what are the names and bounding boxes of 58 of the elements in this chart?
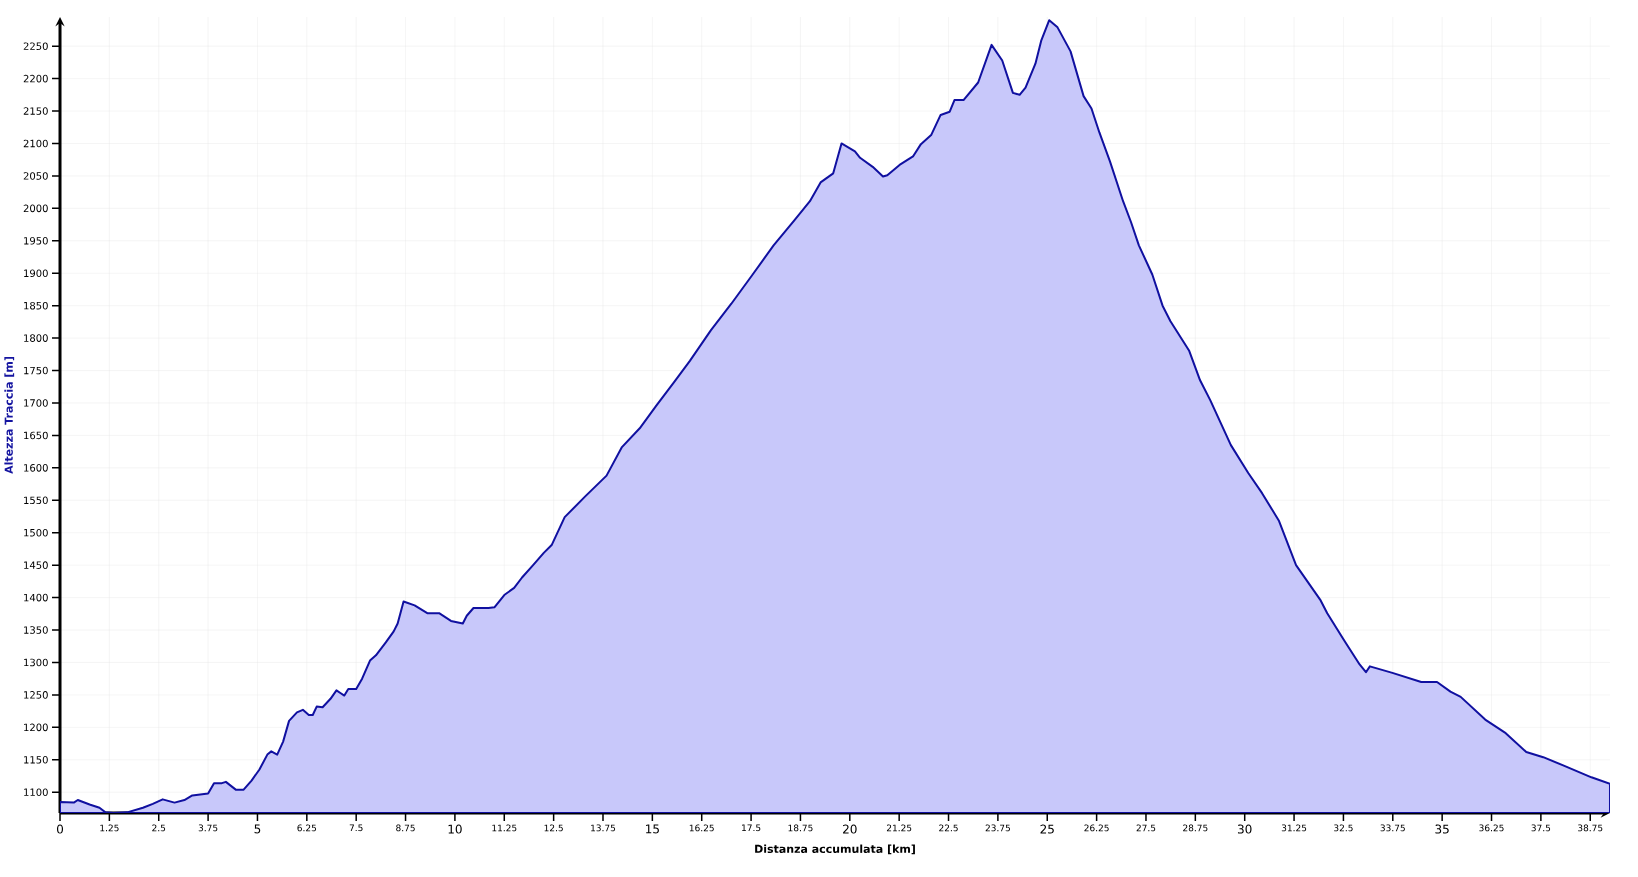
x-tick-label: 20: [843, 824, 857, 834]
x-tick-label: 15: [646, 824, 659, 834]
y-axis-title: Altezza Traccia [m]: [4, 357, 15, 474]
x-tick-label: 11.25: [492, 824, 517, 832]
x-tick-label: 22.5: [939, 824, 958, 832]
x-tick-label: 23.75: [985, 824, 1010, 832]
y-tick-label: 2200: [23, 74, 48, 83]
y-tick-label: 1600: [24, 464, 48, 472]
x-tick-label: 1.25: [100, 824, 119, 832]
x-tick-label: 36.25: [1479, 824, 1504, 832]
x-tick-label: 37.5: [1531, 824, 1551, 832]
y-tick-label: 1300: [24, 658, 48, 667]
y-tick-label: 1400: [24, 593, 48, 602]
y-tick-label: 1550: [24, 496, 48, 505]
x-tick-label: 6.25: [297, 824, 317, 832]
x-tick-label: 30: [1237, 824, 1252, 834]
y-tick-label: 1100: [24, 788, 48, 797]
x-tick-label: 25: [1040, 824, 1054, 834]
x-tick-label: 26.25: [1084, 824, 1109, 832]
y-tick-label: 2050: [23, 172, 48, 180]
y-tick-label: 1150: [24, 755, 48, 764]
y-tick-label: 2250: [23, 42, 48, 50]
x-tick-label: 12.5: [544, 824, 563, 832]
x-tick-label: 3.75: [198, 824, 218, 832]
x-tick-label: 13.75: [591, 824, 616, 832]
y-tick-label: 2150: [23, 107, 48, 115]
x-tick-label: 0: [56, 824, 64, 834]
x-tick-label: 27.5: [1136, 824, 1156, 832]
x-tick-label: 32.5: [1334, 824, 1353, 832]
y-tick-label: 1950: [24, 237, 48, 245]
x-tick-label: 28.75: [1183, 824, 1208, 832]
y-tick-label: 2100: [23, 139, 48, 148]
x-tick-label: 35: [1435, 824, 1449, 834]
x-tick-label: 8.75: [396, 824, 415, 832]
x-tick-label: 10: [448, 824, 462, 834]
x-tick-label: 16.25: [689, 824, 714, 832]
y-tick-label: 1450: [24, 561, 48, 569]
x-tick-label: 38.75: [1578, 824, 1603, 832]
x-tick-label: 31.25: [1281, 824, 1307, 832]
y-tick-label: 1200: [24, 723, 48, 732]
x-tick-label: 7.5: [349, 824, 363, 832]
y-tick-label: 1750: [24, 366, 48, 375]
y-tick-label: 1650: [24, 431, 48, 440]
x-tick-label: 18.75: [788, 824, 813, 832]
x-tick-label: 5: [254, 824, 261, 834]
x-tick-label: 17.5: [742, 824, 761, 832]
y-tick-label: 1250: [24, 691, 48, 699]
x-tick-label: 21.25: [886, 824, 912, 832]
y-tick-label: 1900: [24, 269, 48, 278]
y-tick-label: 2000: [23, 204, 48, 213]
y-tick-label: 1800: [24, 334, 48, 342]
y-tick-label: 1500: [24, 528, 48, 537]
y-tick-label: 1700: [24, 399, 48, 407]
y-tick-label: 1850: [24, 301, 48, 310]
x-axis-title: Distanza accumulata [km]: [755, 844, 915, 855]
y-tick-label: 1350: [24, 626, 48, 634]
x-tick-label: 2.5: [152, 824, 166, 832]
x-tick-label: 33.75: [1380, 824, 1405, 832]
